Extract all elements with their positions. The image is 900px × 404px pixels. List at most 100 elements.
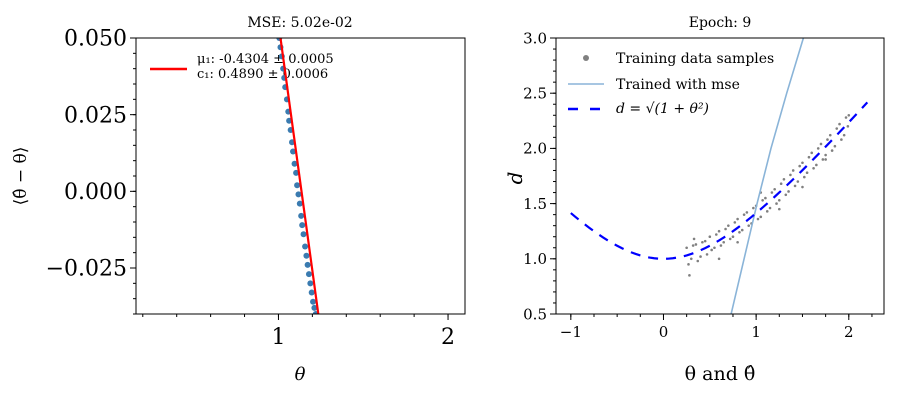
- right-title: Epoch: 9: [689, 15, 752, 31]
- training-sample-point: [773, 187, 776, 191]
- left-x-tick-label: 2: [441, 325, 455, 350]
- training-sample-point: [847, 113, 851, 117]
- right-y-tick-label: 1.0: [523, 250, 547, 268]
- training-sample-point: [821, 158, 825, 161]
- legend-mse: Trained with mse: [616, 77, 740, 93]
- training-sample-point: [846, 125, 850, 128]
- right-xlabel: θ and θ̂: [685, 363, 756, 385]
- left-ylabel: ⟨θ̂ − θ⟩: [11, 147, 31, 206]
- right-x-tick-label: 0: [659, 323, 669, 341]
- training-sample-point: [807, 155, 811, 159]
- left-legend: μ₁: -0.4304 ± 0.0005 c₁: 0.4890 ± 0.0006: [150, 52, 334, 82]
- training-sample-point: [838, 122, 841, 126]
- training-sample-point: [824, 158, 827, 161]
- residual-point: [299, 222, 306, 229]
- residual-point: [296, 200, 303, 207]
- training-sample-point: [798, 164, 801, 168]
- training-sample-point: [717, 229, 721, 233]
- training-sample-point: [810, 151, 814, 155]
- training-sample-point: [752, 206, 755, 210]
- training-sample-point: [824, 153, 827, 157]
- training-sample-point: [685, 246, 688, 250]
- training-sample-point: [777, 198, 781, 202]
- residual-point: [293, 169, 300, 176]
- training-sample-point: [764, 196, 767, 200]
- right-y-tick-label: 0.5: [523, 305, 547, 323]
- training-sample-point: [747, 224, 751, 227]
- training-sample-point: [719, 244, 723, 247]
- training-sample-point: [738, 231, 741, 234]
- left-y-tick-label: 0.000: [64, 180, 127, 205]
- residual-point: [307, 280, 314, 287]
- left-y-tick-label: 0.050: [64, 27, 127, 52]
- training-sample-point: [801, 185, 804, 189]
- training-sample-point: [703, 239, 707, 243]
- training-sample-point: [692, 237, 696, 241]
- left-x-tick-label: 1: [271, 325, 285, 350]
- legend-mu: μ₁: -0.4304 ± 0.0005: [197, 52, 334, 67]
- right-x-tick-label: −1: [560, 323, 582, 341]
- training-sample-point: [793, 184, 797, 188]
- right-y-tick-label: 2.0: [523, 140, 547, 158]
- residual-point: [291, 160, 298, 167]
- left-y-tick-label: 0.025: [64, 103, 127, 128]
- training-sample-point: [691, 244, 695, 247]
- residual-point: [305, 271, 312, 278]
- training-sample-point: [710, 248, 713, 252]
- training-sample-point: [731, 235, 735, 239]
- fit-line: [279, 38, 320, 314]
- training-sample-point: [840, 138, 843, 141]
- training-sample-point: [736, 217, 739, 221]
- training-sample-point: [705, 253, 709, 256]
- right-y-tick-label: 1.5: [523, 195, 547, 213]
- training-sample-point: [828, 133, 832, 137]
- training-sample-point: [745, 211, 749, 214]
- left-panel: MSE: 5.02e-02 θ ⟨θ̂ − θ⟩ μ₁: -0.4304 ± 0…: [11, 15, 466, 385]
- training-sample-point: [835, 127, 839, 130]
- training-sample-point: [689, 257, 693, 261]
- training-sample-point: [701, 240, 704, 244]
- legend-samples-marker: [583, 55, 589, 61]
- residual-point: [298, 212, 305, 219]
- training-sample-point: [699, 255, 702, 258]
- training-sample-point: [717, 257, 721, 261]
- training-sample-point: [787, 190, 790, 193]
- training-sample-point: [830, 149, 834, 152]
- training-sample-point: [722, 240, 726, 244]
- training-sample-point: [777, 207, 781, 211]
- training-sample-point: [805, 171, 809, 174]
- training-sample-point: [770, 191, 774, 194]
- training-sample-point: [789, 173, 792, 177]
- training-sample-point: [728, 237, 732, 241]
- training-sample-point: [759, 215, 763, 219]
- training-sample-point: [761, 198, 764, 202]
- training-sample-point: [801, 161, 804, 165]
- training-sample-point: [688, 274, 691, 277]
- residual-point: [303, 252, 310, 259]
- training-sample-point: [733, 221, 737, 224]
- right-axes-frame: [555, 37, 885, 315]
- left-xlabel: θ: [295, 364, 306, 385]
- residual-point: [310, 298, 317, 305]
- residual-point: [308, 289, 315, 296]
- right-y-tick-label: 2.5: [523, 84, 547, 102]
- training-sample-point: [694, 243, 698, 246]
- training-sample-point: [736, 240, 739, 244]
- residual-point: [290, 148, 297, 155]
- training-sample-point: [833, 144, 837, 148]
- training-sample-point: [696, 259, 700, 263]
- training-sample-point: [826, 138, 829, 141]
- left-plot-area: [276, 38, 320, 314]
- mse-curve: [730, 38, 805, 314]
- legend-samples: Training data samples: [616, 51, 774, 67]
- training-sample-point: [742, 213, 746, 216]
- residual-point: [311, 304, 318, 311]
- training-sample-point: [803, 175, 806, 179]
- training-sample-point: [713, 246, 716, 250]
- left-y-tick-label: −0.025: [46, 257, 127, 282]
- training-sample-point: [782, 178, 786, 181]
- training-sample-point: [765, 210, 769, 213]
- training-sample-point: [816, 147, 820, 150]
- training-sample-point: [791, 169, 795, 172]
- right-x-tick-label: 1: [751, 323, 761, 341]
